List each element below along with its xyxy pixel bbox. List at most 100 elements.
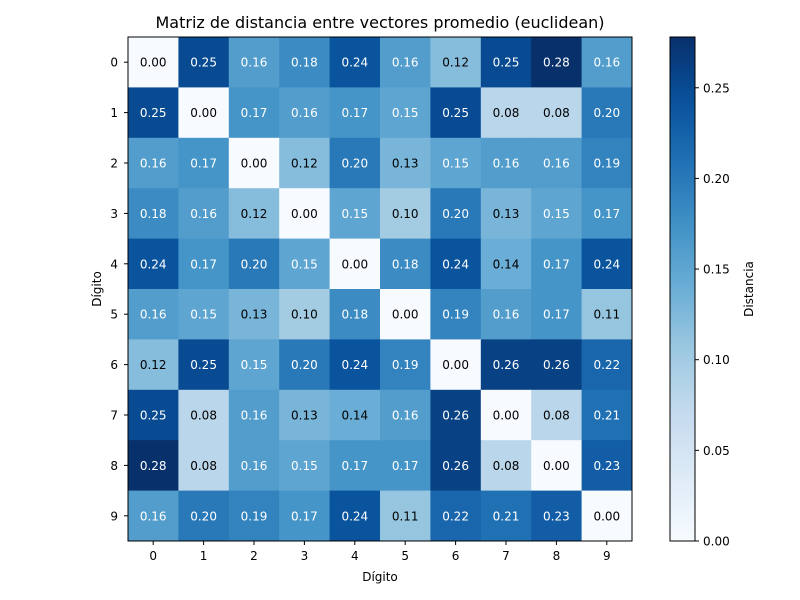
cell-value-label: 0.21: [493, 509, 520, 523]
heatmap-cell: [531, 37, 583, 88]
heatmap-cell: [430, 87, 482, 139]
cell-value-label: 0.00: [291, 207, 318, 221]
cell-value-label: 0.08: [493, 106, 520, 120]
heatmap-cell: [581, 238, 633, 290]
heatmap-cell: [279, 238, 331, 290]
y-tick-label: 4: [110, 257, 118, 271]
cell-value-label: 0.13: [392, 157, 419, 171]
heatmap-cell: [531, 389, 583, 441]
heatmap-cell: [178, 87, 230, 139]
cell-value-label: 0.17: [543, 308, 570, 322]
cell-value-label: 0.21: [593, 409, 620, 423]
heatmap-cell: [279, 188, 331, 240]
cell-value-label: 0.20: [593, 106, 620, 120]
heatmap-cell: [329, 289, 381, 340]
cell-value-label: 0.15: [241, 358, 268, 372]
x-axis-ticks: 0 1 2 3 4 5 6 7 8 9: [149, 541, 611, 563]
heatmap-cell: [531, 137, 583, 189]
y-tick-label: 7: [110, 409, 118, 423]
heatmap-cell: [380, 137, 431, 189]
x-tick-label: 6: [452, 549, 460, 563]
cell-value-label: 0.00: [241, 157, 268, 171]
cell-value-label: 0.00: [493, 409, 520, 423]
heatmap-cell: [279, 37, 331, 88]
heatmap-cell: [380, 87, 431, 139]
heatmap-cell: [128, 137, 179, 189]
colorbar-tick-label: 0.25: [703, 81, 730, 95]
cell-value-label: 0.08: [493, 459, 520, 473]
cell-value-label: 0.08: [543, 409, 570, 423]
cell-value-label: 0.12: [140, 358, 167, 372]
colorbar-tick-label: 0.10: [703, 353, 730, 367]
cell-value-label: 0.15: [341, 207, 368, 221]
heatmap-cell: [430, 137, 482, 189]
heatmap-cell: [380, 289, 431, 340]
heatmap-cell: [178, 289, 230, 340]
heatmap-cell: [178, 238, 230, 290]
heatmap-cell: [480, 137, 532, 189]
heatmap-cell: [581, 137, 633, 189]
heatmap-cell: [228, 238, 280, 290]
heatmap-cell: [228, 289, 280, 340]
cell-value-label: 0.18: [341, 308, 368, 322]
cell-value-label: 0.18: [392, 257, 419, 271]
heatmap-cells: [128, 37, 633, 542]
cell-value-label: 0.19: [241, 509, 268, 523]
heatmap-cell: [228, 188, 280, 240]
heatmap-cell: [329, 188, 381, 240]
cell-value-label: 0.20: [190, 509, 217, 523]
heatmap-cell: [480, 238, 532, 290]
colorbar-label: Distancia: [742, 261, 756, 317]
heatmap-cell: [228, 440, 280, 492]
cell-value-label: 0.11: [593, 308, 620, 322]
heatmap-cell: [380, 490, 431, 542]
cell-value-label: 0.15: [291, 257, 318, 271]
cell-value-label: 0.24: [341, 509, 368, 523]
heatmap-cell: [178, 389, 230, 441]
heatmap-cell: [430, 389, 482, 441]
y-axis-label: Dígito: [90, 271, 104, 307]
cell-value-label: 0.15: [543, 207, 570, 221]
heatmap-cell: [128, 188, 179, 240]
heatmap-cell: [581, 490, 633, 542]
cell-value-label: 0.11: [392, 509, 419, 523]
cell-value-label: 0.13: [493, 207, 520, 221]
cell-value-label: 0.17: [341, 459, 368, 473]
heatmap-cell: [581, 339, 633, 391]
cell-value-label: 0.24: [140, 257, 167, 271]
heatmap-cell: [430, 339, 482, 391]
colorbar-tick-label: 0.20: [703, 172, 730, 186]
heatmap-cell: [480, 339, 532, 391]
cell-value-label: 0.20: [442, 207, 469, 221]
heatmap-cell: [178, 188, 230, 240]
cell-value-label: 0.12: [241, 207, 268, 221]
heatmap-cell: [329, 37, 381, 88]
heatmap-cell: [128, 339, 179, 391]
heatmap-cell: [228, 389, 280, 441]
y-tick-label: 3: [110, 207, 118, 221]
y-tick-label: 1: [110, 106, 118, 120]
y-tick-label: 6: [110, 358, 118, 372]
cell-value-label: 0.00: [442, 358, 469, 372]
cell-value-label: 0.26: [442, 459, 469, 473]
heatmap-cell: [228, 87, 280, 139]
heatmap-cell: [228, 339, 280, 391]
cell-value-label: 0.14: [341, 409, 368, 423]
colorbar-tick-label: 0.15: [703, 263, 730, 277]
cell-value-label: 0.26: [493, 358, 520, 372]
cell-value-label: 0.12: [442, 56, 469, 70]
cell-value-label: 0.26: [442, 409, 469, 423]
cell-value-label: 0.28: [543, 56, 570, 70]
y-tick-label: 2: [110, 157, 118, 171]
heatmap-cell: [228, 490, 280, 542]
heatmap-cell: [279, 389, 331, 441]
heatmap-cell: [480, 490, 532, 542]
heatmap-cell: [178, 440, 230, 492]
cell-value-label: 0.17: [291, 509, 318, 523]
cell-value-label: 0.00: [593, 509, 620, 523]
heatmap-cell: [480, 289, 532, 340]
x-tick-label: 9: [603, 549, 611, 563]
plot-frame: [127, 36, 633, 542]
heatmap-cell: [128, 238, 179, 290]
cell-value-label: 0.16: [291, 106, 318, 120]
